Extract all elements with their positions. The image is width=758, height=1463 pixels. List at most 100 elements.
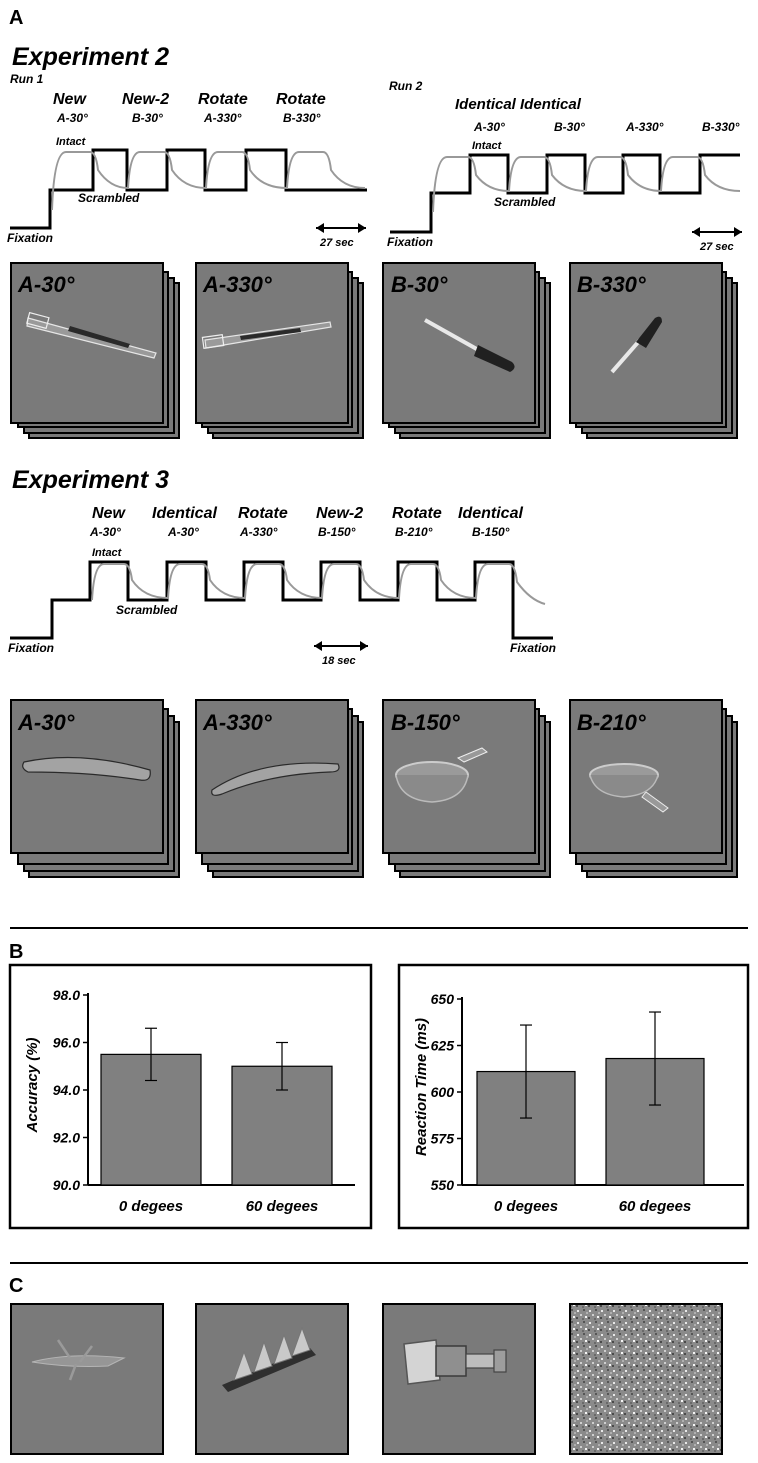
run1-stim-3: A-330° xyxy=(203,111,242,125)
run2-stim-4: B-330° xyxy=(702,120,740,134)
panel-label-b: B xyxy=(9,941,23,963)
scrambled-noise-image xyxy=(569,1303,723,1455)
run1-label: Run 1 xyxy=(10,72,44,86)
x-category-label: 60 degees xyxy=(619,1198,692,1215)
run2-duration-label: 27 sec xyxy=(699,241,734,253)
exp3-intact-label: Intact xyxy=(92,547,123,559)
exp3-stim-6: B-150° xyxy=(472,525,510,539)
run2-heading: Identical Identical xyxy=(455,96,582,113)
run2-fixation-label: Fixation xyxy=(387,235,433,249)
run2-stim-2: B-30° xyxy=(554,120,585,134)
run1-stim-1: A-30° xyxy=(56,111,88,125)
y-tick-label: 92.0 xyxy=(53,1130,80,1146)
exp2-stack-4: B-330° xyxy=(569,262,738,439)
exp2-card-a30 xyxy=(10,262,164,424)
run1-timeline: Run 1 New New-2 Rotate Rotate A-30° B-30… xyxy=(7,72,367,249)
accuracy-chart: 90.0 92.0 94.0 96.0 98.0 0 degees 60 degees Acc… xyxy=(24,987,355,1215)
exp3-cond-4: New-2 xyxy=(316,505,363,522)
exp3-stack-1: A-30° xyxy=(10,699,180,878)
run1-scrambled-label: Scrambled xyxy=(78,191,140,205)
pan-rotated-image xyxy=(589,763,669,813)
exp3-stack-2-label: A-330° xyxy=(202,710,272,735)
exp3-cond-6: Identical xyxy=(458,505,523,522)
y-axis-label: Accuracy (%) xyxy=(24,1037,41,1133)
run2-intact-label: Intact xyxy=(472,140,503,152)
exp3-stim-1: A-30° xyxy=(89,525,121,539)
exp3-timeline: New Identical Rotate New-2 Rotate Identi… xyxy=(8,505,556,667)
run1-intact-label: Intact xyxy=(56,136,87,148)
exp3-cond-3: Rotate xyxy=(238,505,288,522)
run1-stim-4: B-330° xyxy=(283,111,321,125)
run2-timeline: Run 2 Identical Identical A-30° B-30° A-… xyxy=(387,79,742,253)
exp3-hemodynamic-response xyxy=(91,563,546,605)
experiment3-title: Experiment 3 xyxy=(12,466,169,494)
y-tick-label: 90.0 xyxy=(53,1177,80,1193)
run2-scrambled-label: Scrambled xyxy=(494,195,556,209)
exp2-card-b30 xyxy=(382,262,536,424)
exp3-stack-4: B-210° xyxy=(569,699,738,878)
run1-stim-2: B-30° xyxy=(132,111,163,125)
exp3-stack-3: B-150° xyxy=(382,699,551,878)
run1-hemodynamic-response xyxy=(51,151,366,211)
exp3-cond-2: Identical xyxy=(152,505,217,522)
y-tick-label: 650 xyxy=(431,991,455,1007)
run2-hemodynamic-response xyxy=(432,156,741,213)
run1-duration-label: 27 sec xyxy=(319,237,354,249)
y-axis-label: Reaction Time (ms) xyxy=(413,1018,430,1156)
toothbrush-image xyxy=(26,311,157,359)
y-tick-label: 98.0 xyxy=(53,987,80,1003)
exp2-stack-4-label: B-330° xyxy=(577,272,646,297)
run1-block-design xyxy=(10,148,367,230)
y-tick-label: 600 xyxy=(431,1084,455,1100)
banana-rotated-image xyxy=(211,762,340,796)
panel-c-thumb-3 xyxy=(382,1303,536,1455)
exp2-stack-1-label: A-30° xyxy=(17,272,75,297)
x-category-label: 60 degees xyxy=(246,1198,319,1215)
y-tick-label: 550 xyxy=(431,1177,455,1193)
exp3-stack-2: A-330° xyxy=(195,699,364,878)
run2-stim-1: A-30° xyxy=(473,120,505,134)
exp3-stim-3: A-330° xyxy=(239,525,278,539)
reaction-time-chart: 550 575 600 625 650 0 degees 60 degees Reaction… xyxy=(413,991,744,1215)
x-category-label: 0 degees xyxy=(119,1198,183,1215)
panel-label-c: C xyxy=(9,1275,23,1297)
run2-block-design xyxy=(390,153,740,234)
exp3-stim-2: A-30° xyxy=(167,525,199,539)
y-tick-label: 94.0 xyxy=(53,1082,80,1098)
panel-c-thumb-4 xyxy=(569,1303,723,1455)
run1-cond-3: Rotate xyxy=(198,91,248,108)
pan-image xyxy=(395,747,488,803)
run2-stim-3: A-330° xyxy=(625,120,664,134)
run2-label: Run 2 xyxy=(389,79,423,93)
exp2-stack-2-label: A-330° xyxy=(202,272,272,297)
panel-c-thumb-2 xyxy=(195,1303,349,1455)
exp3-stim-5: B-210° xyxy=(395,525,433,539)
banana-image xyxy=(22,756,151,781)
exp3-stack-3-label: B-150° xyxy=(391,710,460,735)
run1-cond-2: New-2 xyxy=(122,91,169,108)
run1-fixation-label: Fixation xyxy=(7,231,53,245)
panel-c-thumb-1 xyxy=(10,1303,164,1455)
screwdriver-image xyxy=(424,318,515,372)
exp3-stack-1-label: A-30° xyxy=(17,710,75,735)
exp3-cond-1: New xyxy=(92,505,126,522)
run1-cond-4: Rotate xyxy=(276,91,326,108)
exp3-fixation-label: Fixation xyxy=(8,641,54,655)
panel-label-a: A xyxy=(9,7,23,29)
toothbrush-rotated-image xyxy=(201,321,332,350)
y-tick-label: 575 xyxy=(431,1131,455,1147)
exp3-stim-4: B-150° xyxy=(318,525,356,539)
exp3-fixation-end-label: Fixation xyxy=(510,641,556,655)
exp3-scrambled-label: Scrambled xyxy=(116,603,178,617)
run1-cond-1: New xyxy=(53,91,87,108)
y-tick-label: 96.0 xyxy=(53,1035,80,1051)
y-tick-label: 625 xyxy=(431,1038,455,1054)
exp3-stack-4-label: B-210° xyxy=(577,710,646,735)
exp2-stack-2: A-330° xyxy=(195,262,364,439)
experiment2-title: Experiment 2 xyxy=(12,43,169,71)
exp3-block-design xyxy=(10,560,553,640)
exp3-duration-label: 18 sec xyxy=(322,655,356,667)
exp2-stack-3: B-30° xyxy=(382,262,551,439)
exp3-cond-5: Rotate xyxy=(392,505,442,522)
